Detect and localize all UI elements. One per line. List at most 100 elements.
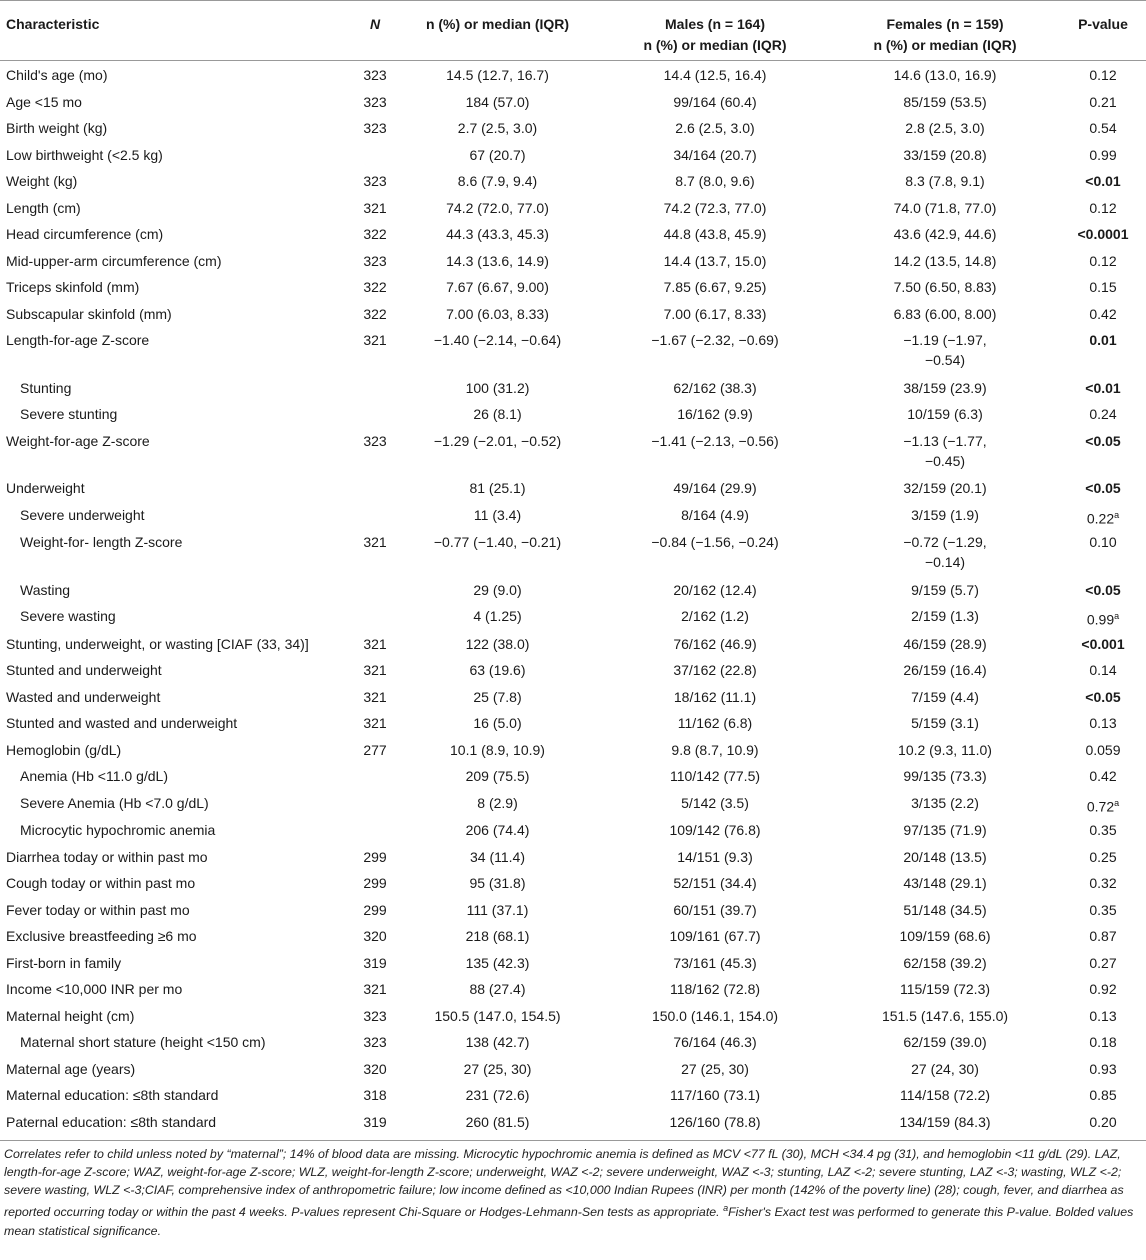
- footnote-mark: a: [1114, 509, 1120, 520]
- table-cell: 20/162 (12.4): [600, 576, 830, 603]
- cell-text: 150.0 (146.1, 154.0): [651, 1007, 779, 1024]
- cell-text: 27 (25, 30): [463, 1060, 532, 1077]
- cell-text: Microcytic hypochromic anemia: [20, 822, 216, 839]
- table-cell: 60/151 (39.7): [600, 896, 830, 923]
- cell-text: 150.5 (147.0, 154.5): [434, 1007, 561, 1024]
- table-cell: Maternal short stature (height <150 cm): [0, 1028, 355, 1055]
- table-cell: Severe stunting: [0, 400, 355, 427]
- table-cell: 0.20: [1060, 1107, 1146, 1142]
- cell-text: 109/142 (76.8): [669, 822, 761, 839]
- cell-text: −1.40 (−2.14, −0.64): [433, 332, 562, 348]
- cell-text: 320: [363, 928, 387, 945]
- table-cell: 0.12: [1060, 61, 1146, 88]
- cell-text: 206 (74.4): [465, 822, 530, 839]
- cell-text: Income <10,000 INR per mo: [6, 981, 183, 998]
- table-cell: Hemoglobin (g/dL): [0, 736, 355, 763]
- table-cell: 14.4 (12.5, 16.4): [600, 61, 830, 88]
- cell-text: 11 (3.4): [473, 506, 522, 523]
- table-cell: [355, 374, 395, 401]
- table-row: Child's age (mo) 323 14.5 (12.7, 16.7) 14.4…: [0, 61, 1146, 88]
- table-row: First-born in family 319 135 (42.3) 73/161 …: [0, 949, 1146, 976]
- cell-text: 5/142 (3.5): [681, 794, 749, 811]
- table-row: Cough today or within past mo 299 95 (31.8…: [0, 869, 1146, 896]
- table-cell: Paternal education: ≤8th standard: [0, 1107, 355, 1142]
- table-cell: Underweight: [0, 474, 355, 501]
- table-cell: 0.27: [1060, 949, 1146, 976]
- cell-text: 321: [363, 534, 387, 551]
- table-cell: 321: [355, 326, 395, 374]
- table-cell: 8/164 (4.9): [600, 501, 830, 529]
- table-cell: 320: [355, 1055, 395, 1082]
- cell-text: 16/162 (9.9): [677, 406, 753, 422]
- table-row: Maternal short stature (height <150 cm) 3…: [0, 1028, 1146, 1055]
- table-cell: Income <10,000 INR per mo: [0, 975, 355, 1002]
- cell-text: 76/164 (46.3): [673, 1034, 757, 1051]
- cell-text: 8.3 (7.8, 9.1): [905, 173, 985, 189]
- table-cell: <0.05: [1060, 427, 1146, 475]
- table-cell: [355, 141, 395, 168]
- table-cell: 43/148 (29.1): [830, 869, 1060, 896]
- cell-text: <0.0001: [1077, 226, 1129, 242]
- cell-text: 323: [363, 1034, 387, 1051]
- cell-text: 14.3 (13.6, 14.9): [446, 252, 549, 269]
- table-cell: −1.40 (−2.14, −0.64): [395, 326, 600, 374]
- cell-text: 115/159 (72.3): [899, 981, 991, 998]
- table-cell: 2.7 (2.5, 3.0): [395, 114, 600, 141]
- table-row: Stunted and wasted and underweight 321 16 …: [0, 709, 1146, 736]
- cell-text: Age <15 mo: [6, 93, 82, 110]
- table-cell: 10.1 (8.9, 10.9): [395, 736, 600, 763]
- cell-text: 322: [363, 279, 387, 295]
- cell-text: 323: [363, 67, 387, 83]
- cell-text: −0.77 (−1.40, −0.21): [433, 534, 562, 551]
- cell-text: 43/148 (29.1): [903, 875, 987, 892]
- cell-text: 7.67 (6.67, 9.00): [446, 279, 549, 295]
- table-cell: <0.001: [1060, 630, 1146, 657]
- table-cell: Maternal age (years): [0, 1055, 355, 1082]
- table-cell: 4 (1.25): [395, 602, 600, 630]
- cell-text: Maternal age (years): [6, 1060, 136, 1077]
- cell-text: 99/164 (60.4): [673, 93, 757, 110]
- table-cell: 6.83 (6.00, 8.00): [830, 300, 1060, 327]
- cell-text: Severe underweight: [20, 506, 145, 523]
- cell-text: 0.85: [1089, 1087, 1117, 1104]
- table-cell: 0.21: [1060, 88, 1146, 115]
- cell-text: 14/151 (9.3): [677, 848, 753, 865]
- cell-text: 122 (38.0): [465, 635, 530, 652]
- table-cell: 277: [355, 736, 395, 763]
- cell-text: 16 (5.0): [473, 715, 522, 732]
- table-cell: <0.01: [1060, 374, 1146, 401]
- footnote-text: Correlates refer to child unless noted b…: [4, 1147, 1124, 1220]
- table-cell: <0.05: [1060, 474, 1146, 501]
- table-cell: 0.12: [1060, 194, 1146, 221]
- table-cell: 52/151 (34.4): [600, 869, 830, 896]
- table-cell: 0.18: [1060, 1028, 1146, 1055]
- cell-text: Maternal education: ≤8th standard: [6, 1087, 219, 1104]
- cell-text: Head circumference (cm): [6, 226, 164, 242]
- table-cell: 150.0 (146.1, 154.0): [600, 1002, 830, 1029]
- cell-text: 49/164 (29.9): [673, 480, 757, 496]
- table-cell: Exclusive breastfeeding ≥6 mo: [0, 922, 355, 949]
- cell-text: 5/159 (3.1): [911, 715, 979, 732]
- table-cell: 0.42: [1060, 762, 1146, 789]
- table-row: Length-for-age Z-score 321 −1.40 (−2.14, −…: [0, 326, 1146, 374]
- header-cell: N: [355, 0, 395, 61]
- table-cell: 323: [355, 247, 395, 274]
- cell-text: 2.8 (2.5, 3.0): [905, 120, 985, 136]
- header-title: N: [369, 16, 381, 32]
- table-row: Birth weight (kg) 323 2.7 (2.5, 3.0) 2.6 (2…: [0, 114, 1146, 141]
- cell-text: Maternal short stature (height <150 cm): [20, 1034, 266, 1051]
- cell-text: 52/151 (34.4): [673, 875, 757, 892]
- table-cell: 109/142 (76.8): [600, 816, 830, 843]
- table-cell: 7.67 (6.67, 9.00): [395, 273, 600, 300]
- table-cell: 37/162 (22.8): [600, 656, 830, 683]
- table-cell: 260 (81.5): [395, 1107, 600, 1142]
- cell-text: 321: [363, 981, 387, 998]
- cell-text: 51/148 (34.5): [903, 901, 987, 918]
- table-cell: 0.85: [1060, 1081, 1146, 1108]
- cell-text: 111 (37.1): [466, 901, 529, 918]
- cell-text: Subscapular skinfold (mm): [6, 305, 172, 322]
- footnote-mark: a: [723, 1203, 729, 1214]
- table-cell: 26/159 (16.4): [830, 656, 1060, 683]
- cell-text: 38/159 (23.9): [903, 379, 987, 396]
- cell-text: 88 (27.4): [469, 981, 526, 998]
